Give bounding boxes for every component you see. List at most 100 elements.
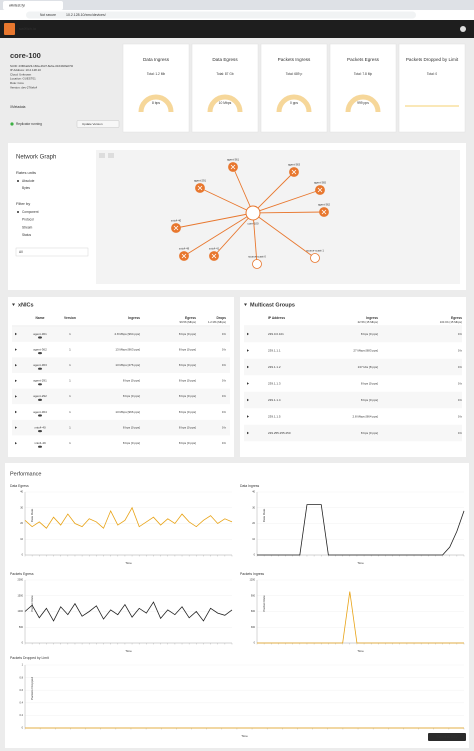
filter-option[interactable]: Status [22, 233, 31, 237]
status: Replicator running [16, 122, 42, 126]
rate-option[interactable]: Bytes [22, 186, 30, 190]
column-header: Drops [216, 316, 226, 320]
expand-icon[interactable] [15, 395, 17, 398]
expand-icon[interactable] [15, 364, 17, 367]
row-bg [244, 424, 462, 442]
graph-node[interactable] [310, 253, 320, 263]
column-subheader: 22.56 (15 Mbps) [358, 320, 378, 324]
view-icon[interactable] [38, 445, 42, 448]
device-detail: Cloud: Unknown [10, 72, 32, 76]
cell: 1 [69, 347, 71, 351]
card-title: Packets Dropped by Limit [406, 57, 459, 62]
tab-bar [0, 0, 474, 10]
cell: 8 bps [0 pps] [179, 379, 196, 383]
cell: 8 bps [0 pps] [361, 332, 378, 336]
card [260, 43, 328, 133]
cell: agent-292 [33, 394, 47, 398]
card-title: Packets Egress [347, 57, 380, 62]
expand-icon[interactable] [247, 398, 249, 402]
cell: 0 b [222, 363, 227, 367]
cell: 2.8 Mbps [964 pps] [352, 414, 378, 418]
column-header: IP Address [268, 316, 285, 320]
card-title: Data Ingress [143, 57, 170, 62]
column-header: Ingress [128, 316, 140, 320]
expand-icon[interactable] [247, 415, 249, 418]
graph-edge [252, 171, 295, 214]
gauge [207, 94, 243, 113]
node-icon [211, 253, 217, 259]
expand-icon[interactable] [15, 348, 17, 351]
radio [17, 180, 19, 182]
x-axis-title: Time [125, 561, 132, 565]
device-name: core-100 [10, 51, 41, 60]
tab-title[interactable]: wikitest.fyi [9, 3, 25, 7]
cell: 8 bps [0 pps] [179, 410, 196, 414]
node-label: agent-362 [318, 203, 331, 207]
card-total: Total: 0 [427, 72, 438, 76]
graph-area [96, 150, 460, 284]
expand-icon[interactable] [247, 431, 249, 435]
graph-edge [199, 187, 254, 214]
y-tick-label: 2000 [17, 579, 23, 582]
node-icon [321, 209, 327, 215]
view-icon[interactable] [38, 383, 42, 386]
url-field [26, 11, 416, 19]
select-value[interactable]: All [19, 250, 23, 254]
y-tick-label: 10 [20, 538, 23, 541]
update-button-label[interactable]: Update Version [82, 122, 103, 126]
cell: 0 b [222, 332, 227, 336]
rate-option[interactable]: Absolute [22, 179, 35, 183]
zoom-btn [99, 153, 105, 158]
cell: 8 bps [0 pps] [361, 398, 378, 402]
export-button-label[interactable]: Export as CSV [437, 735, 459, 739]
url[interactable]: 10.2.128.10/xmc/devices/ [66, 13, 106, 17]
cell: 1 [69, 441, 71, 445]
cell: 239.0.0.101 [268, 332, 284, 336]
expand-icon[interactable] [247, 349, 249, 352]
expand-icon[interactable] [15, 379, 17, 383]
cell: 0 b [222, 394, 227, 398]
cell: 8 bps [0 pps] [361, 431, 378, 435]
card [398, 43, 466, 133]
view-icon[interactable] [38, 430, 42, 433]
cell: 27 Mbps [983 pps] [353, 348, 378, 352]
filter-option[interactable]: Protocol [22, 218, 34, 222]
graph-node[interactable] [252, 259, 262, 269]
view-icon[interactable] [38, 414, 42, 417]
card-value: 0 pps [290, 101, 298, 105]
expand-icon[interactable] [15, 332, 17, 336]
cell: 0 b [458, 414, 463, 418]
filter-option[interactable]: Stream [22, 225, 33, 229]
expand-icon[interactable] [15, 410, 17, 414]
row-bg [244, 391, 462, 409]
cell: 1 [69, 363, 71, 367]
view-icon[interactable] [38, 336, 42, 339]
user-icon[interactable] [460, 26, 466, 32]
view-icon[interactable] [38, 398, 42, 401]
cell: 0 b [222, 379, 227, 383]
expand-icon[interactable] [15, 442, 17, 445]
filter-option[interactable]: Component [22, 210, 39, 214]
cell: 2.8 Mbps [964 pps] [114, 332, 140, 336]
row-bg [12, 357, 230, 373]
chart-title: Packets Dropped by Limit [10, 656, 49, 660]
view-icon[interactable] [38, 352, 42, 355]
cell: 13 Mbps [276 pps] [115, 363, 140, 367]
column-subheader: 104 Kb (15 Mbps) [440, 320, 462, 324]
column-header: Version [64, 316, 76, 320]
view-icon[interactable] [38, 367, 42, 370]
data-line [24, 601, 233, 622]
cell: 8 bps [0 pps] [361, 381, 378, 385]
card-title: Packets Ingress [278, 57, 311, 62]
cell: 8 bps [0 pps] [123, 425, 140, 429]
expand-icon[interactable] [247, 365, 249, 369]
cell: 1 [69, 394, 71, 398]
cell: 8 bps [0 pps] [123, 394, 140, 398]
panel-title: Network Graph [16, 155, 56, 161]
expand-icon[interactable] [247, 382, 249, 385]
chart-title: Packets Ingress [240, 572, 264, 576]
expand-icon[interactable] [15, 426, 17, 429]
expand-icon[interactable] [247, 332, 249, 336]
gauge [138, 94, 174, 113]
